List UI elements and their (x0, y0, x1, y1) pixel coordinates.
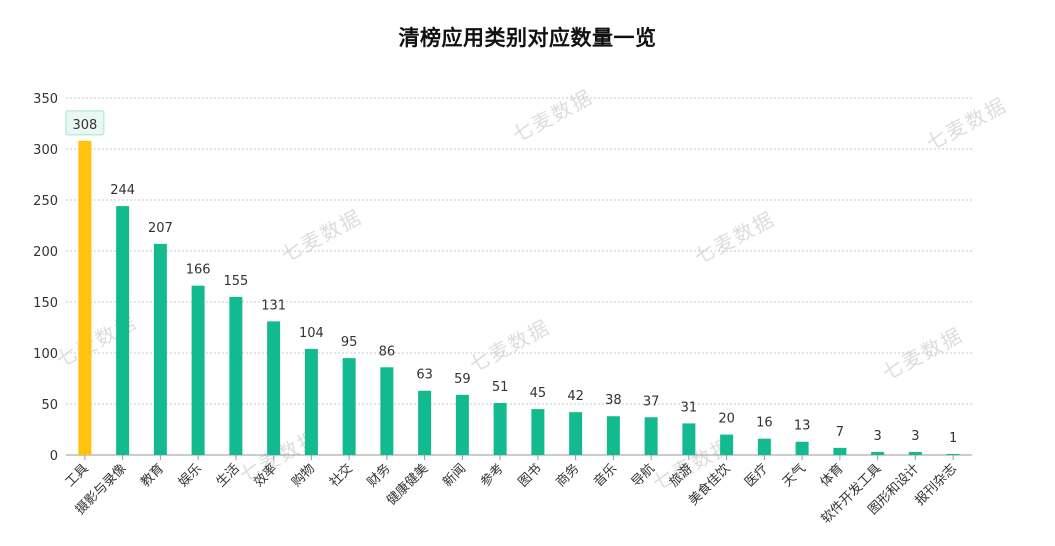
data-label: 131 (261, 298, 286, 313)
bar (78, 140, 92, 455)
data-label-box (65, 110, 105, 136)
y-tick-label: 200 (33, 245, 58, 260)
data-label: 7 (836, 425, 844, 440)
data-label: 1 (949, 431, 957, 446)
y-tick-label: 100 (33, 347, 58, 362)
bar (908, 451, 922, 455)
data-label: 20 (718, 412, 735, 427)
bar (342, 358, 356, 455)
bar (304, 348, 318, 455)
x-tick-label: 教育 (137, 461, 167, 491)
data-label: 86 (379, 344, 396, 359)
x-tick-label: 生活 (214, 461, 243, 490)
x-tick-label: 医疗 (742, 461, 771, 490)
x-tick-label: 商务 (553, 461, 583, 491)
x-tick-label: 导航 (628, 461, 658, 491)
data-label: 16 (756, 416, 773, 431)
data-label: 166 (186, 263, 211, 278)
bar (606, 416, 620, 455)
x-tick-label: 效率 (251, 461, 281, 491)
bar (229, 296, 243, 455)
x-tick-label: 旅游 (667, 461, 696, 490)
bar (455, 394, 469, 455)
data-label: 63 (416, 368, 433, 383)
data-label: 3 (911, 429, 919, 444)
bar (191, 285, 205, 455)
bar (493, 402, 507, 455)
data-label: 42 (567, 389, 584, 404)
data-label: 244 (110, 183, 135, 198)
data-label: 95 (341, 335, 358, 350)
data-label: 155 (223, 274, 248, 289)
bar (380, 367, 394, 455)
x-tick-label: 参考 (477, 461, 507, 491)
data-label: 308 (72, 118, 97, 133)
bar (418, 390, 432, 455)
x-tick-label: 健康健美 (383, 461, 431, 509)
y-tick-label: 50 (41, 398, 58, 413)
data-label: 45 (530, 386, 547, 401)
x-tick-label: 娱乐 (176, 461, 205, 490)
x-tick-label: 天气 (779, 461, 809, 491)
data-label: 3 (873, 429, 881, 444)
x-tick-label: 美食佳饮 (685, 461, 733, 509)
x-tick-label: 新闻 (439, 461, 469, 491)
x-tick-label: 音乐 (590, 461, 620, 491)
data-label: 59 (454, 372, 471, 387)
y-tick-label: 250 (33, 194, 58, 209)
bar (116, 206, 130, 455)
bar (644, 417, 658, 455)
bar (833, 447, 847, 455)
bar (153, 243, 167, 455)
data-label: 207 (148, 221, 173, 236)
data-label: 38 (605, 393, 622, 408)
chart-title: 清榜应用类别对应数量一览 (398, 26, 657, 50)
x-tick-label: 报刊杂志 (913, 461, 960, 508)
data-label: 51 (492, 380, 509, 395)
bar (569, 412, 583, 455)
x-tick-label: 社交 (326, 461, 356, 491)
x-tick-label: 购物 (288, 461, 318, 491)
data-label: 104 (299, 326, 324, 341)
bar (720, 434, 734, 455)
y-tick-label: 350 (33, 92, 58, 107)
bar (946, 453, 960, 455)
bar (795, 441, 809, 455)
y-tick-label: 0 (50, 449, 58, 464)
bar (682, 423, 696, 455)
bar (531, 409, 545, 455)
data-label: 37 (643, 394, 660, 409)
data-label: 13 (794, 419, 811, 434)
x-tick-label: 财务 (364, 461, 394, 491)
x-tick-label: 图书 (516, 461, 545, 490)
y-tick-label: 300 (33, 143, 58, 158)
x-tick-label: 工具 (63, 461, 92, 490)
data-label: 31 (681, 400, 698, 415)
bar (757, 438, 771, 455)
x-tick-label: 体育 (817, 461, 847, 491)
bar (267, 321, 281, 455)
bar (871, 451, 885, 455)
y-tick-label: 150 (33, 296, 58, 311)
